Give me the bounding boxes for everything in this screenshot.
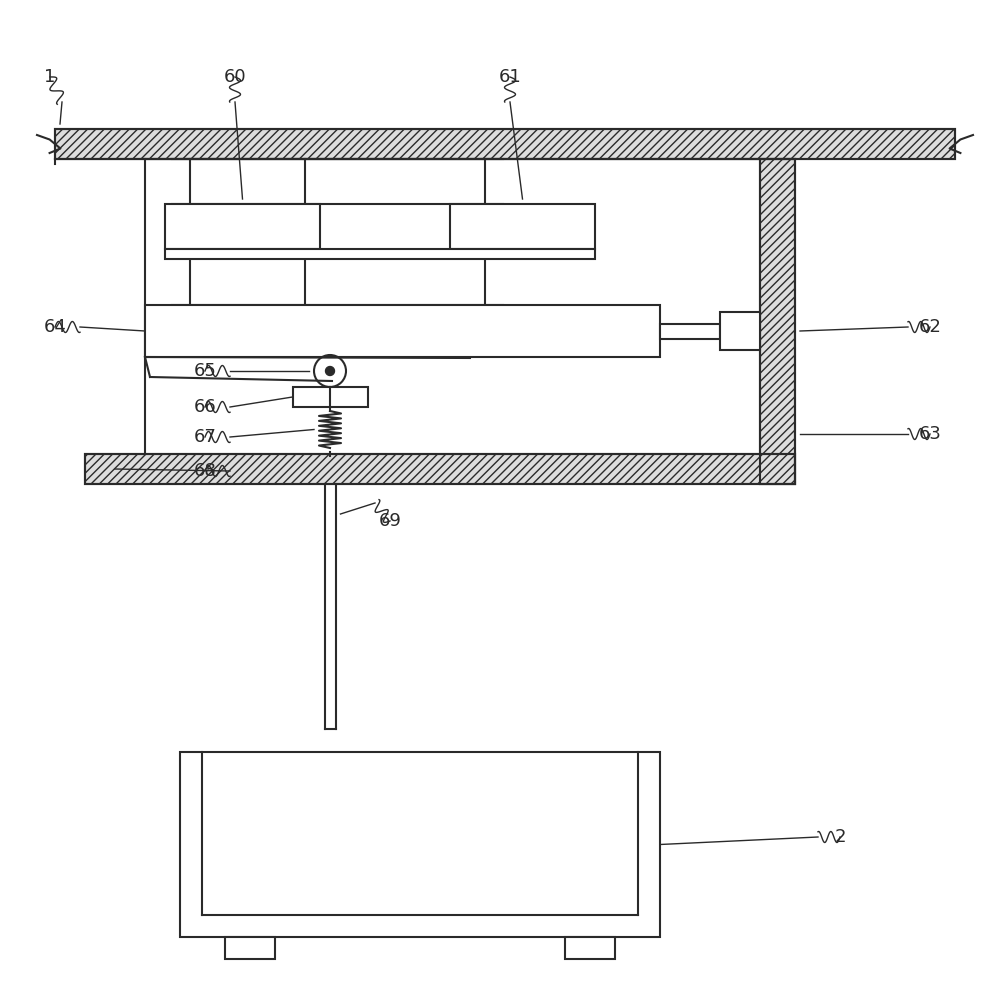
Bar — [660, 323, 720, 338]
Bar — [85, 454, 795, 484]
Bar — [760, 159, 795, 484]
Text: 1: 1 — [44, 68, 56, 86]
Bar — [55, 129, 955, 159]
Text: 62: 62 — [919, 318, 941, 336]
Text: 64: 64 — [44, 318, 66, 336]
Bar — [293, 387, 368, 407]
Text: 60: 60 — [224, 68, 246, 86]
Text: 67: 67 — [194, 428, 216, 446]
Text: 2: 2 — [834, 828, 846, 846]
Text: 68: 68 — [194, 462, 216, 480]
Bar — [55, 129, 955, 159]
Bar — [145, 305, 660, 357]
Bar — [720, 312, 760, 350]
Bar — [760, 159, 795, 484]
Bar — [165, 249, 595, 259]
Bar — [165, 204, 320, 249]
Text: 65: 65 — [194, 362, 216, 380]
Circle shape — [326, 367, 334, 376]
Bar — [85, 454, 795, 484]
Text: 61: 61 — [499, 68, 521, 86]
Bar — [450, 204, 595, 249]
Bar — [225, 937, 275, 959]
Bar — [180, 752, 660, 937]
Text: 69: 69 — [379, 512, 401, 530]
Text: 66: 66 — [194, 398, 216, 416]
Text: 63: 63 — [919, 425, 941, 443]
Bar — [565, 937, 615, 959]
